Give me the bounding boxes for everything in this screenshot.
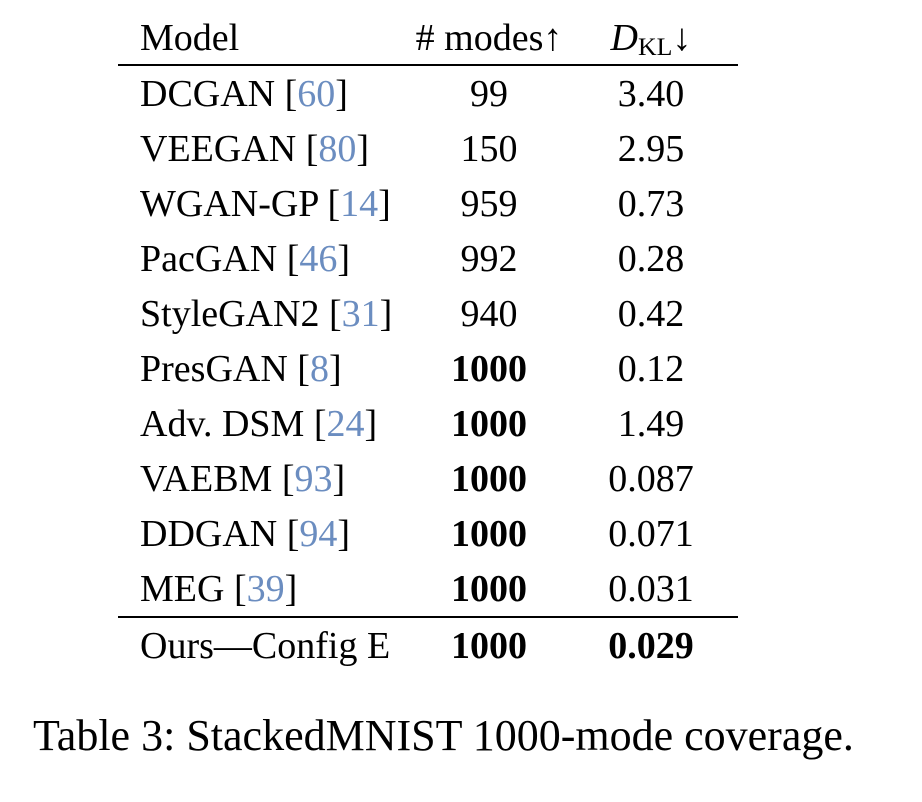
citation-link[interactable]: 39 [246,567,285,610]
model-name: VEEGAN [140,127,297,170]
table-row: Adv. DSM [24] 1000 1.49 [118,396,738,451]
citation-link[interactable]: 46 [299,237,338,280]
header-modes: # modes↑ [414,19,564,57]
citation-bracket-close: ] [378,182,391,225]
ours-dkl: 0.029 [608,624,694,667]
citation-bracket-close: ] [284,567,298,610]
table-row: PacGAN [46] 992 0.28 [118,231,738,286]
dkl-value: 0.071 [608,512,694,555]
dkl-value: 0.087 [608,457,694,500]
dkl-value: 1.49 [617,402,685,445]
citation-bracket-close: ] [379,292,393,335]
citation-link[interactable]: 94 [299,512,338,555]
citation-bracket-open: [ [313,402,327,445]
citation-bracket-close: ] [337,237,351,280]
table-row: VEEGAN [80] 150 2.95 [118,121,738,176]
model-name: DCGAN [140,72,276,115]
table-row: MEG [39] 1000 0.031 [118,561,738,616]
down-arrow-icon: ↓ [672,17,692,59]
table-row-ours: Ours—Config E 1000 0.029 [118,616,738,673]
modes-value: 1000 [451,347,527,390]
modes-value: 959 [460,182,518,225]
citation-link[interactable]: 93 [294,457,333,500]
citation-link[interactable]: 14 [340,182,379,225]
citation-bracket-open: [ [297,347,310,390]
citation-bracket-open: [ [233,567,247,610]
model-name: StyleGAN2 [140,292,320,335]
citation-bracket-close: ] [328,347,342,390]
header-dkl-symbol: D [610,17,638,59]
table-row: PresGAN [8] 1000 0.12 [118,341,738,396]
table-row: DDGAN [94] 1000 0.071 [118,506,738,561]
table-caption: Table 3: StackedMNIST 1000-mode coverage… [33,711,854,760]
ours-model: Ours—Config E [140,624,391,667]
citation-link[interactable]: 31 [341,292,380,335]
model-name: MEG [140,567,225,610]
header-model: Model [140,17,240,59]
header-dkl: DKL↓ [564,17,738,59]
citation-bracket-close: ] [356,127,370,170]
model-name: VAEBM [140,457,273,500]
modes-value: 940 [460,292,518,335]
modes-value: 99 [470,72,508,115]
table-body: DCGAN [60] 99 3.40 VEEGAN [80] 150 2.95 … [118,66,738,616]
citation-bracket-open: [ [328,292,342,335]
dkl-value: 0.12 [617,347,685,390]
model-name: PresGAN [140,347,288,390]
model-name: WGAN-GP [140,182,319,225]
citation-bracket-close: ] [337,512,351,555]
citation-bracket-open: [ [284,72,298,115]
citation-link[interactable]: 60 [297,72,336,115]
citation-link[interactable]: 80 [318,127,357,170]
citation-bracket-open: [ [286,512,300,555]
dkl-value: 0.73 [617,182,685,225]
citation-bracket-open: [ [305,127,319,170]
modes-value: 1000 [451,567,527,610]
dkl-value: 0.28 [617,237,685,280]
citation-link[interactable]: 24 [326,402,365,445]
up-arrow-icon: ↑ [543,17,563,59]
dkl-value: 0.42 [617,292,685,335]
dkl-value: 3.40 [617,72,685,115]
citation-bracket-open: [ [327,182,341,225]
results-table: Model # modes↑ DKL↓ DCGAN [60] 99 3.40 V… [118,12,738,673]
citation-bracket-close: ] [335,72,348,115]
header-dkl-subscript: KL [638,31,673,61]
table-row: StyleGAN2 [31] 940 0.42 [118,286,738,341]
table-row: WGAN-GP [14] 959 0.73 [118,176,738,231]
table-header-row: Model # modes↑ DKL↓ [118,12,738,66]
header-modes-label: # modes [415,17,544,59]
citation-link[interactable]: 8 [309,347,329,390]
table-row: DCGAN [60] 99 3.40 [118,66,738,121]
model-name: DDGAN [140,512,278,555]
modes-value: 150 [460,127,518,170]
citation-bracket-close: ] [332,457,346,500]
citation-bracket-close: ] [364,402,378,445]
modes-value: 1000 [451,512,527,555]
model-name: Adv. DSM [140,402,305,445]
modes-value: 992 [460,237,518,280]
table-row: VAEBM [93] 1000 0.087 [118,451,738,506]
modes-value: 1000 [451,457,527,500]
ours-modes: 1000 [451,624,527,667]
model-name: PacGAN [140,237,278,280]
citation-bracket-open: [ [286,237,300,280]
modes-value: 1000 [451,402,527,445]
dkl-value: 0.031 [608,567,694,610]
dkl-value: 2.95 [617,127,685,170]
citation-bracket-open: [ [281,457,295,500]
